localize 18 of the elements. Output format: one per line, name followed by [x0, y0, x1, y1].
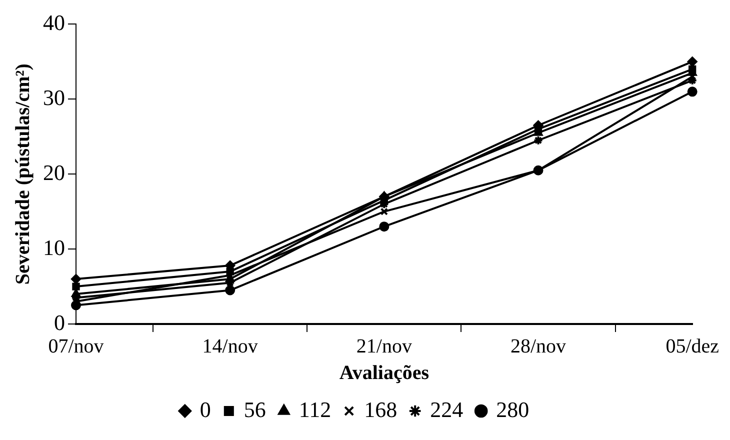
x-tick-label: 14/nov	[202, 335, 258, 358]
y-tick-label: 10	[43, 234, 65, 260]
x-tick-label: 07/nov	[48, 335, 104, 358]
legend-label: 112	[298, 396, 332, 422]
x-tick-label: 21/nov	[356, 335, 412, 358]
legend-label: 56	[244, 396, 266, 422]
legend-label: 224	[430, 396, 464, 422]
x-axis-title: Avaliações	[339, 362, 430, 384]
legend-label: 280	[496, 396, 530, 422]
y-axis-title: Severidade (pústulas/cm²)	[12, 64, 34, 285]
legend-label: 0	[200, 396, 211, 422]
legend-label: 168	[364, 396, 398, 422]
y-tick-label: 0	[54, 310, 65, 335]
y-tick-label: 40	[43, 10, 65, 35]
x-tick-label: 28/nov	[510, 335, 566, 358]
y-tick-label: 20	[43, 160, 65, 185]
y-tick-label: 30	[43, 84, 65, 110]
x-tick-label: 05/dez	[666, 335, 720, 358]
